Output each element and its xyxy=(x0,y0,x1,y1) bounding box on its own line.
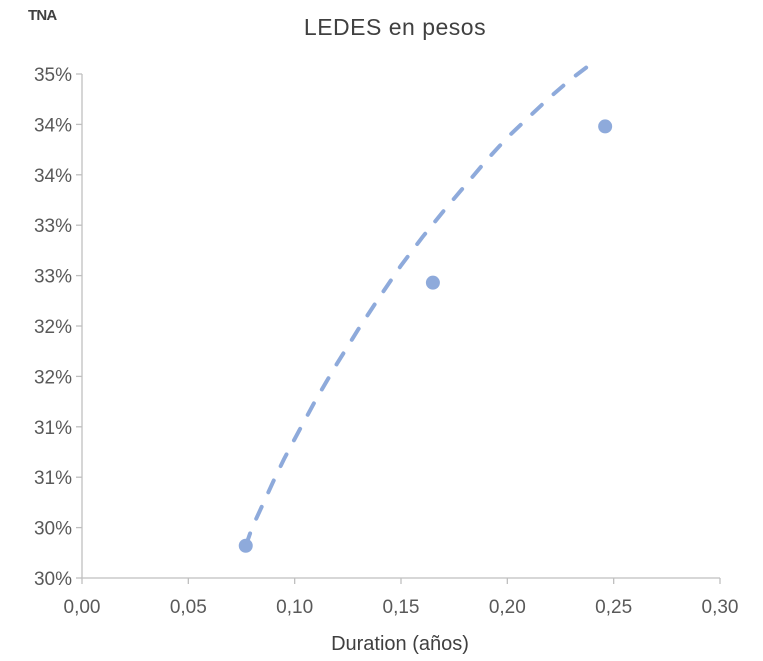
y-tick-label: 31% xyxy=(34,418,72,439)
y-tick-label: 30% xyxy=(34,519,72,540)
x-tick-label: 0,10 xyxy=(276,597,313,618)
x-tick-label: 0,00 xyxy=(64,597,101,618)
data-points xyxy=(238,119,613,553)
x-axis-title: Duration (años) xyxy=(331,633,469,655)
x-tick-label: 0,20 xyxy=(489,597,526,618)
x-tick-label: 0,25 xyxy=(595,597,632,618)
axes xyxy=(76,73,721,584)
tick-labels: 30% 30% 31% 31% 32% 32% 33% 33% 34% 34% 35% 0,00 0,0… xyxy=(34,65,739,618)
y-tick-label: 32% xyxy=(34,317,72,338)
y-tick-label: 30% xyxy=(34,569,72,590)
y-tick-label: 33% xyxy=(34,267,72,288)
chart-title: LEDES en pesos xyxy=(303,14,487,40)
y-tick-label: 34% xyxy=(34,115,72,136)
data-point xyxy=(238,538,253,553)
y-axis-title: TNA xyxy=(28,7,57,24)
x-tick-label: 0,05 xyxy=(170,597,207,618)
x-tick-label: 0,30 xyxy=(702,597,739,618)
y-tick-label: 32% xyxy=(34,367,72,388)
y-tick-label: 31% xyxy=(34,468,72,489)
trendline-dashed xyxy=(243,60,595,548)
trendline xyxy=(243,60,595,548)
y-tick-label: 33% xyxy=(34,216,72,237)
y-tick-label: 34% xyxy=(34,166,72,187)
data-point xyxy=(425,275,440,290)
x-tick-label: 0,15 xyxy=(383,597,420,618)
data-point xyxy=(598,119,613,134)
y-tick-label: 35% xyxy=(34,65,72,86)
